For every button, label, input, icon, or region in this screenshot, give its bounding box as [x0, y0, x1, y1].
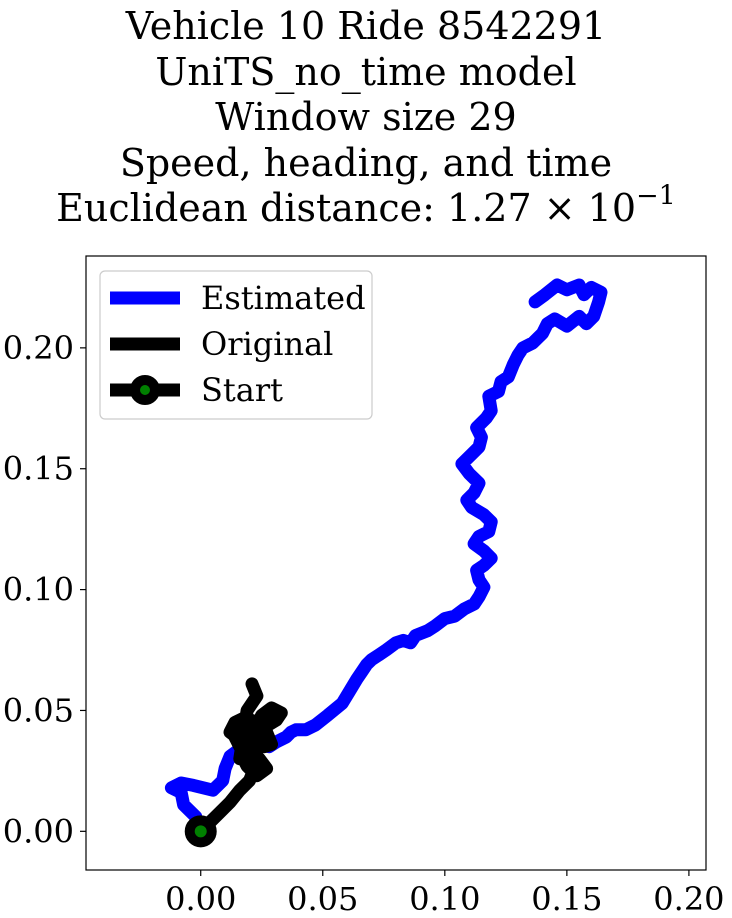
legend-label-estimated: Estimated: [201, 279, 366, 317]
plot-frame: [85, 255, 707, 871]
y-tick-label: 0.15: [3, 450, 74, 488]
legend-label-start: Start: [201, 371, 283, 409]
title-metric-line: Euclidean distance: 1.27 × 10−1: [0, 182, 732, 232]
title-metric-exponent: −1: [636, 180, 676, 212]
legend-box: [99, 270, 373, 420]
start-layer: [184, 815, 217, 848]
title-line: Vehicle 10 Ride 8542291: [125, 4, 607, 48]
legend-start-marker: [130, 375, 160, 405]
axis-ticks: 0.00 0.05 0.10 0.15 0.20 0.00 0.05 0.10 0.15 0.20: [3, 329, 725, 918]
x-tick-label: 0.05: [287, 880, 358, 918]
title-metric-times: ×: [543, 186, 576, 230]
series-line-original: [194, 677, 288, 838]
title-line: Window size 29: [215, 95, 517, 139]
y-tick-label: 0.20: [3, 329, 74, 367]
x-tick-label: 0.20: [653, 880, 724, 918]
title-line: UniTS_no_time model: [155, 49, 577, 94]
title-metric-label: Euclidean distance: 1.27: [56, 186, 532, 230]
legend: Estimated Original Start: [99, 270, 373, 420]
title-metric-base: 10: [587, 186, 637, 230]
chart-title: Vehicle 10 Ride 8542291 UniTS_no_time mo…: [0, 4, 732, 232]
x-tick-label: 0.00: [165, 880, 236, 918]
start-marker: [184, 815, 217, 848]
legend-label-original: Original: [201, 325, 333, 363]
title-line: Speed, heading, and time: [119, 140, 613, 185]
plot-area: [164, 278, 608, 838]
x-tick-label: 0.10: [409, 880, 480, 918]
x-tick-label: 0.15: [531, 880, 602, 918]
y-tick-label: 0.00: [3, 812, 74, 850]
y-tick-label: 0.10: [3, 571, 74, 609]
y-tick-label: 0.05: [3, 691, 74, 729]
